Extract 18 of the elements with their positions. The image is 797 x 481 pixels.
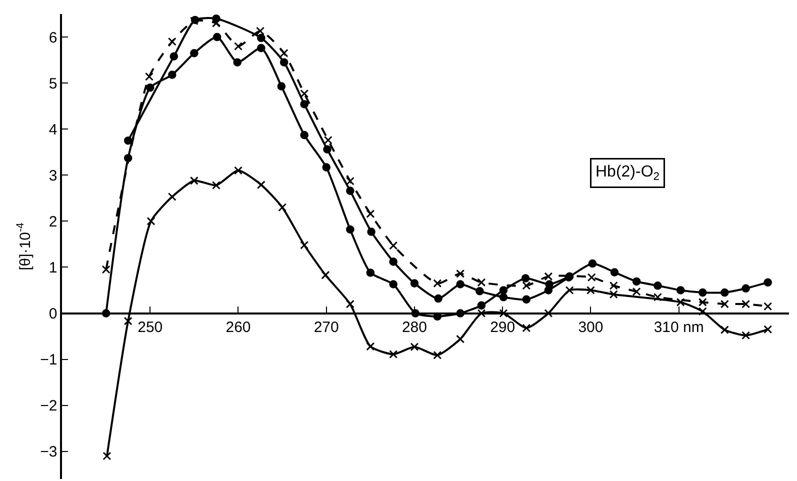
y-tick-label: −1 bbox=[40, 352, 58, 369]
x-tick-label: 290 bbox=[490, 319, 516, 336]
x-tick-label: 300 bbox=[578, 319, 604, 336]
y-tick-label: 5 bbox=[48, 75, 58, 92]
x-tick-label: 310 nm bbox=[654, 319, 704, 336]
x-tick-label: 270 bbox=[314, 319, 339, 336]
y-tick-label: −2 bbox=[40, 398, 58, 415]
x-tick-label: 250 bbox=[138, 319, 163, 336]
y-tick-label: 0 bbox=[48, 306, 58, 323]
y-tick-label: 1 bbox=[48, 259, 58, 276]
annotation: Hb(2)-O$_{2}$ bbox=[596, 164, 660, 183]
y-tick-label: 2 bbox=[48, 213, 58, 230]
y-tick-label: 6 bbox=[48, 29, 58, 46]
y-tick-label: −3 bbox=[40, 444, 58, 461]
x-tick-label: 280 bbox=[402, 319, 427, 336]
y-tick-label: 4 bbox=[48, 121, 58, 138]
y-tick-label: 3 bbox=[48, 167, 58, 184]
x-tick-label: 260 bbox=[226, 319, 251, 336]
